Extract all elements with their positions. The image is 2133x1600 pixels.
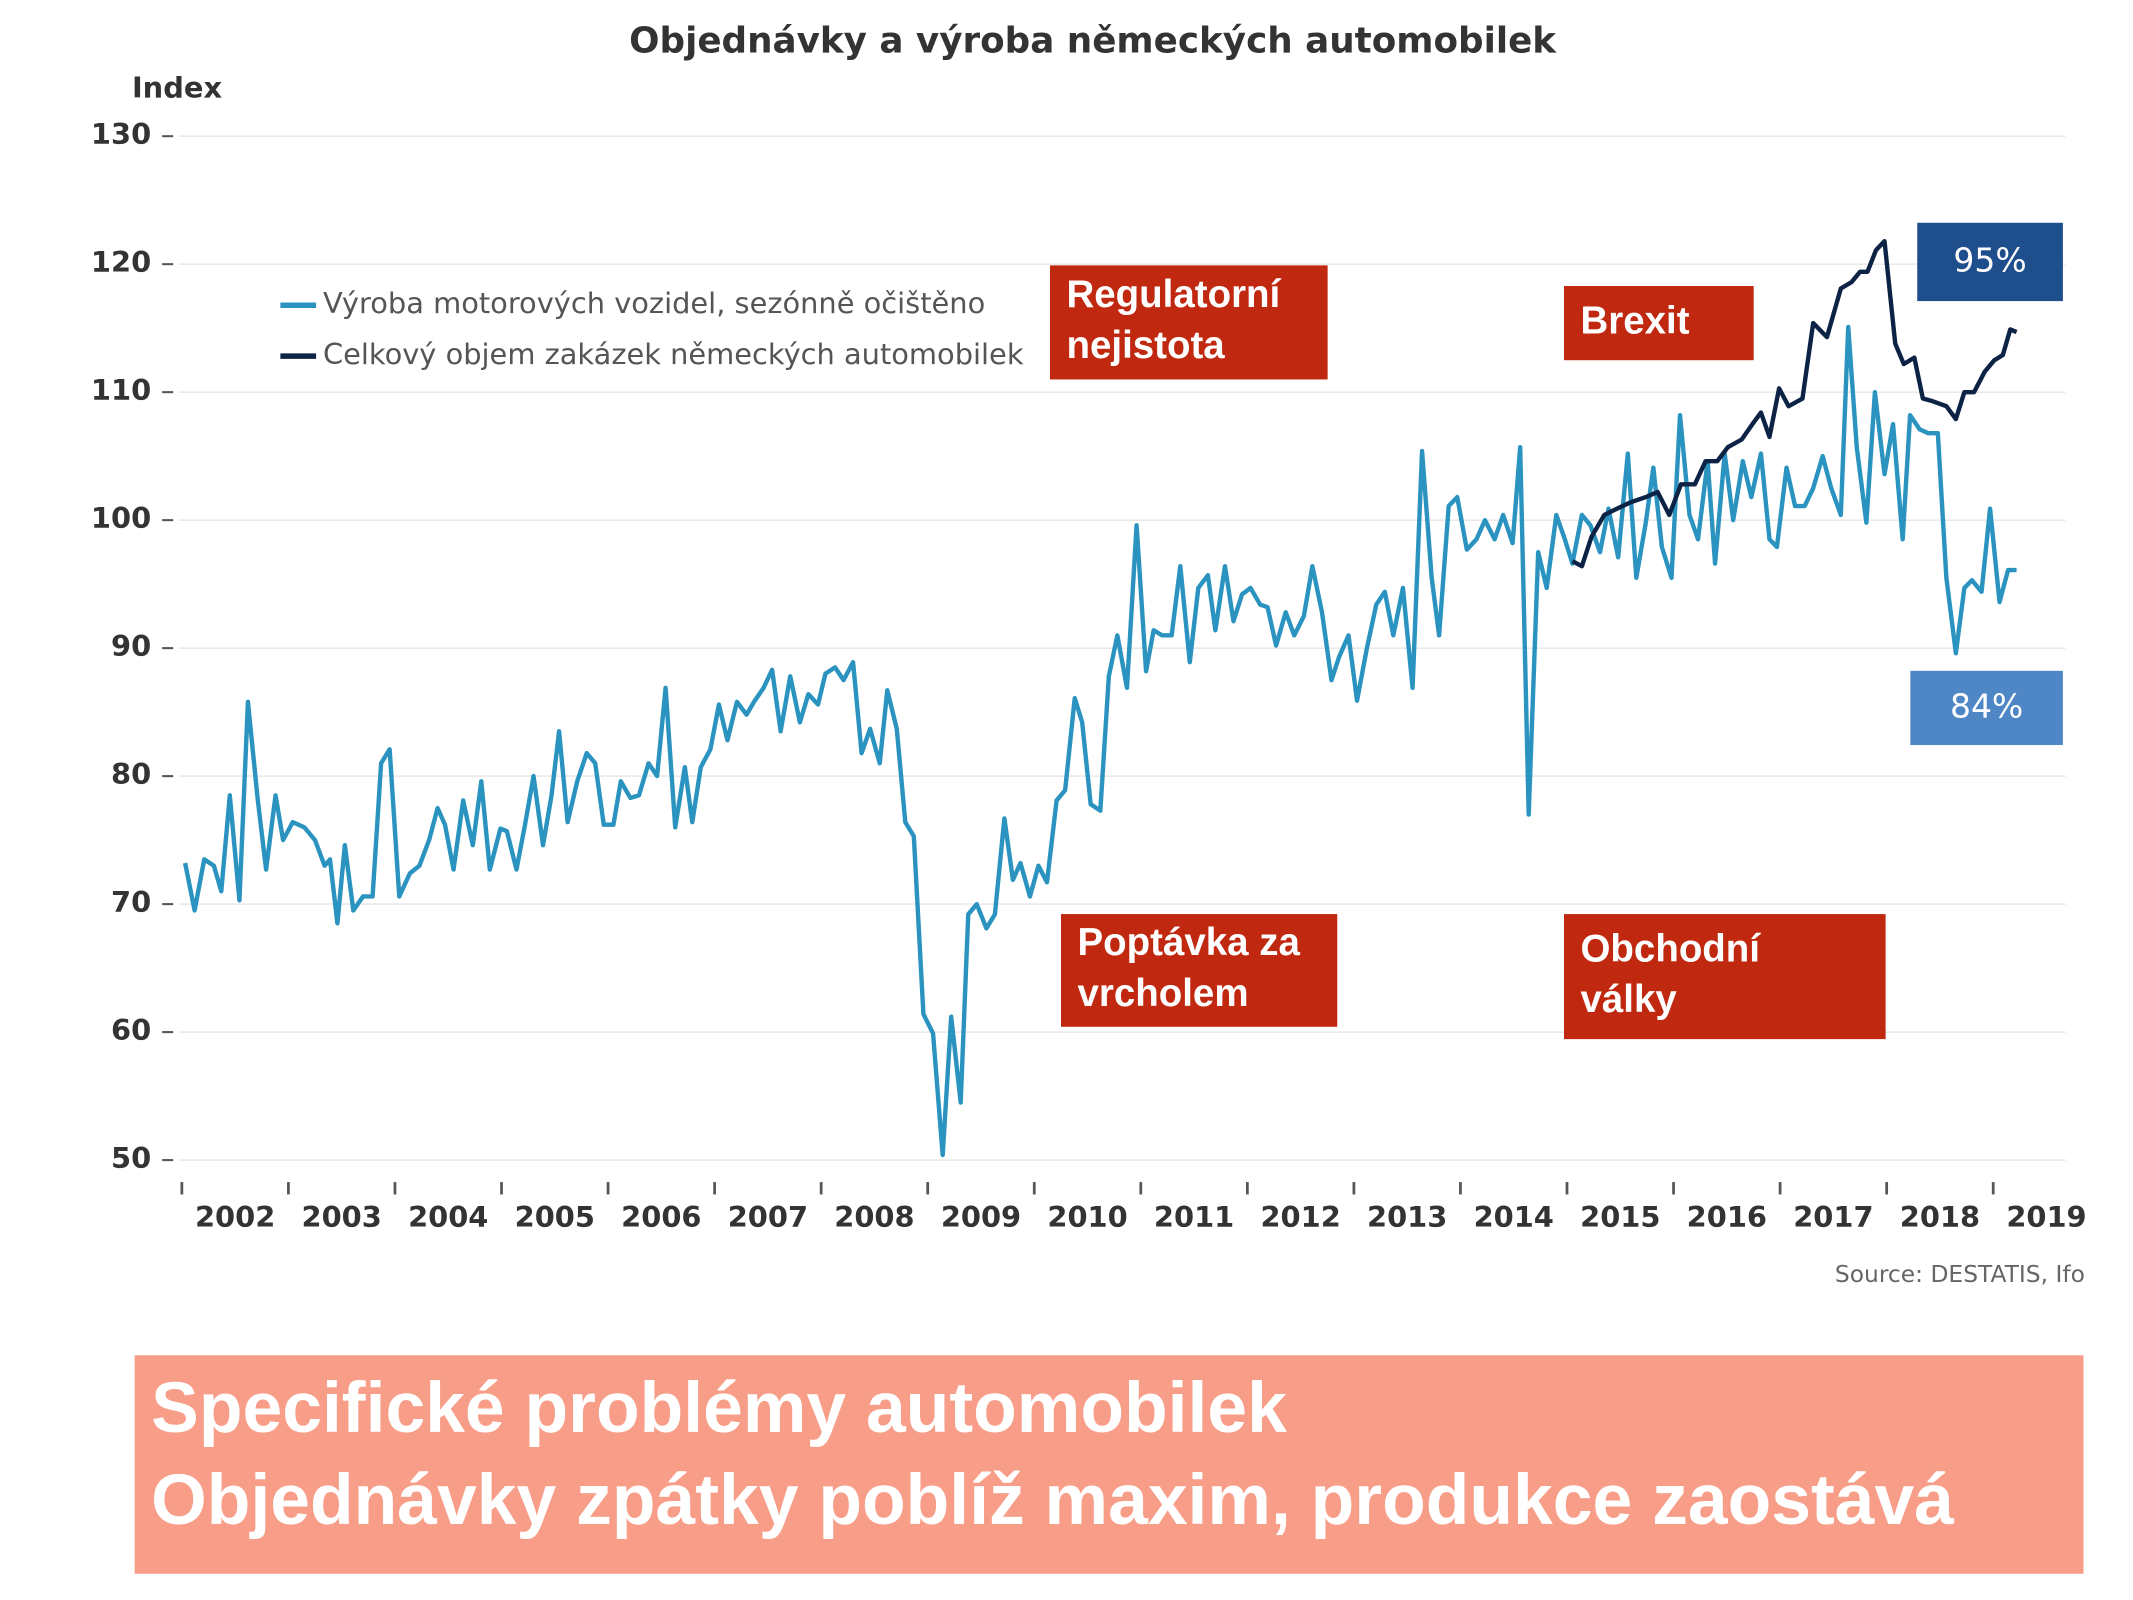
x-tick-label: 2002	[195, 1200, 275, 1234]
x-tick-label: 2003	[302, 1200, 382, 1234]
legend-label: Celkový objem zakázek německých automobi…	[323, 337, 1024, 371]
x-tick-label: 2011	[1154, 1200, 1234, 1234]
x-tick-label: 2006	[621, 1200, 701, 1234]
x-tick-label: 2010	[1047, 1200, 1127, 1234]
annotation-text: Brexit	[1581, 299, 1690, 342]
source: Source: DESTATIS, Ifo	[1835, 1260, 2085, 1288]
y-tick-label: 80	[111, 757, 151, 791]
annotation-text: Regulatorní	[1067, 273, 1282, 316]
banner	[134, 1355, 2084, 1574]
y-axis-label: Index	[132, 70, 223, 104]
annotation-text: války	[1581, 978, 1678, 1021]
annotation-text: Obchodní	[1581, 927, 1762, 970]
chart-title: Objednávky a výroba německých automobile…	[629, 21, 1557, 62]
annotation-box	[1061, 914, 1338, 1027]
x-tick-label: 2012	[1260, 1200, 1340, 1234]
y-tick-label: 60	[111, 1013, 151, 1047]
x-tick-label: 2014	[1474, 1200, 1554, 1234]
annotation-box	[1564, 285, 1754, 361]
x-tick-label: 2016	[1687, 1200, 1767, 1234]
y-tick-label: 130	[91, 117, 151, 151]
y-tick-label: 110	[91, 373, 151, 407]
annotation-box	[1917, 222, 2063, 302]
annotation-text: nejistota	[1067, 324, 1226, 367]
x-tick-label: 2008	[834, 1200, 914, 1234]
x-tick-label: 2017	[1793, 1200, 1873, 1234]
x-tick-label: 2015	[1580, 1200, 1660, 1234]
x-tick-label: 2004	[408, 1200, 488, 1234]
annotation-box	[1564, 914, 1886, 1040]
y-tick-label: 120	[91, 245, 151, 279]
x-tick-label: 2018	[1900, 1200, 1980, 1234]
series-line	[182, 324, 2017, 1158]
banner-text: Objednávky zpátky poblíž maxim, produkce…	[151, 1460, 1954, 1540]
legend-label: Výroba motorových vozidel, sezónně očišt…	[323, 286, 985, 320]
y-tick-label: 100	[91, 501, 151, 535]
annotation-text: vrcholem	[1077, 972, 1248, 1015]
y-tick-label: 70	[111, 885, 151, 919]
annotation-box	[1050, 265, 1328, 380]
x-tick-label: 2005	[515, 1200, 595, 1234]
annotation-text: 95%	[1953, 240, 2026, 279]
series-line	[1571, 238, 2018, 569]
y-tick-label: 50	[111, 1141, 151, 1175]
x-tick-label: 2019	[2006, 1200, 2086, 1234]
annotation-box	[1910, 670, 2063, 746]
annotation-text: 84%	[1950, 686, 2023, 725]
x-tick-label: 2007	[728, 1200, 808, 1234]
banner-text: Specifické problémy automobilek	[151, 1368, 1287, 1448]
annotation-text: Poptávka za	[1077, 921, 1300, 964]
y-tick-label: 90	[111, 629, 151, 663]
x-tick-label: 2009	[941, 1200, 1021, 1234]
x-tick-label: 2013	[1367, 1200, 1447, 1234]
